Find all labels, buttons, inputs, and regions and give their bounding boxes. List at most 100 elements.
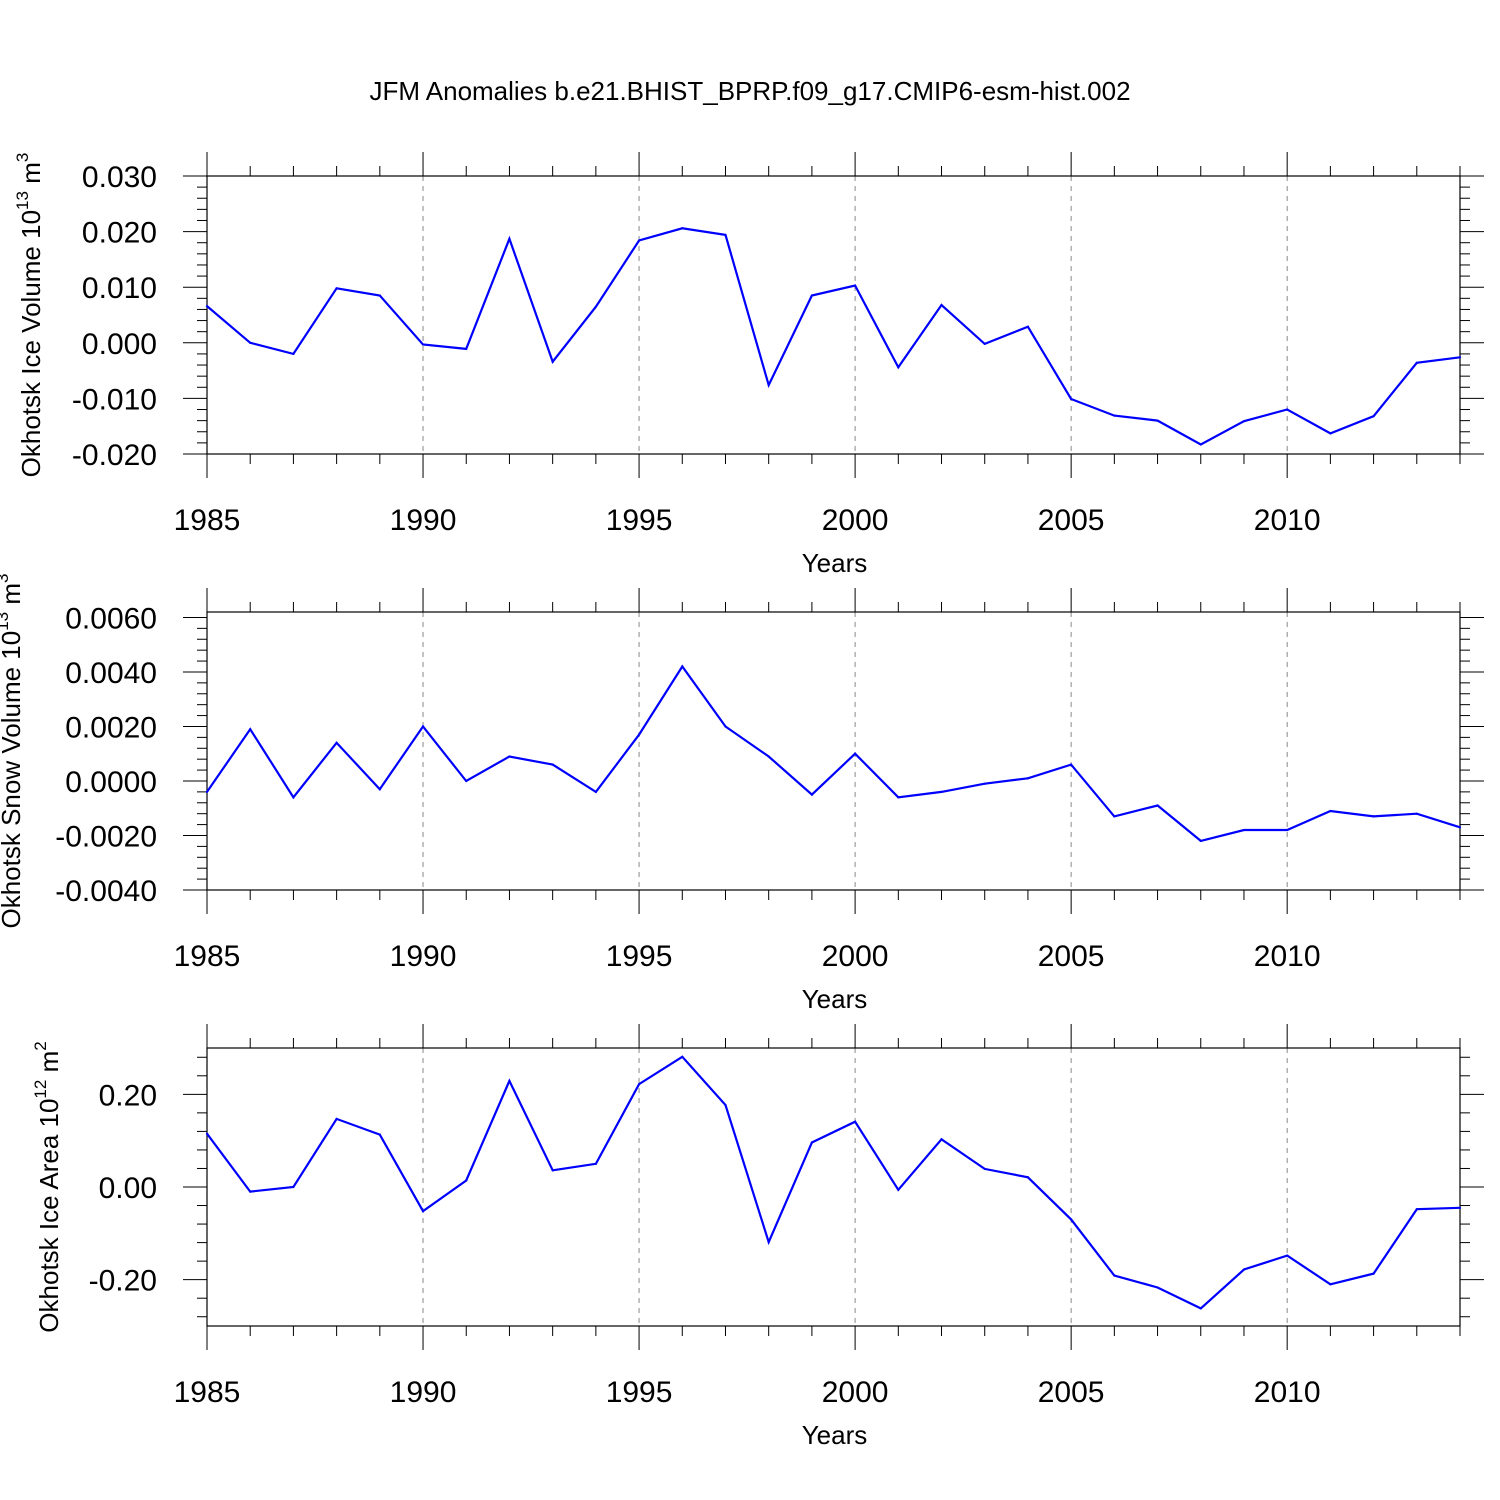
data-point-2002: [940, 303, 943, 307]
data-point-1987: [292, 796, 295, 799]
plot-frame: [206, 611, 1461, 891]
data-point-1995: [637, 1083, 641, 1086]
data-point-1992: [508, 237, 511, 240]
data-point-1990: [421, 725, 425, 728]
data-point-2009: [1242, 828, 1246, 832]
x-tick-label-2010: 2010: [1254, 940, 1321, 973]
data-point-1990: [421, 343, 425, 346]
data-point-2014: [1458, 826, 1462, 829]
data-point-2000: [854, 1120, 857, 1123]
data-point-2004: [1026, 325, 1030, 328]
x-axis-label: Years: [802, 548, 868, 578]
data-point-2013: [1415, 812, 1418, 815]
data-point-2005: [1070, 1218, 1073, 1221]
data-point-2003: [983, 1167, 986, 1171]
data-point-2000: [854, 752, 857, 755]
y-tick-label: -0.0040: [55, 875, 157, 908]
data-point-1999: [810, 793, 813, 796]
panel-2: 1985 1990 1995 2000 2005 2010 -0.0040 -0.0020 0.…: [0, 574, 1484, 1014]
y-axis-label-exponent: 12: [31, 1080, 50, 1099]
data-point-1994: [594, 790, 597, 793]
data-point-1988: [335, 287, 338, 290]
y-tick-label: -0.0020: [55, 820, 157, 853]
y-tick-label: 0.010: [82, 272, 157, 305]
data-point-1986: [249, 341, 252, 344]
x-tick-label-2005: 2005: [1038, 940, 1105, 973]
y-axis-label-unit: m: [0, 583, 26, 612]
data-point-1997: [724, 233, 727, 237]
data-point-1991: [465, 347, 468, 351]
data-point-1993: [551, 1169, 554, 1172]
x-tick-label-2010: 2010: [1254, 1376, 1321, 1409]
data-point-1986: [249, 1190, 252, 1193]
x-tick-label-1995: 1995: [606, 504, 673, 537]
y-axis-label-exponent: 13: [0, 612, 12, 631]
x-tick-label-1985: 1985: [174, 1376, 241, 1409]
data-point-1989: [378, 294, 381, 297]
y-axis-label: Okhotsk Ice Area 1012 m2: [31, 1041, 64, 1332]
data-point-2014: [1458, 1206, 1462, 1209]
data-point-2011: [1329, 432, 1332, 435]
data-point-1994: [594, 305, 597, 308]
data-point-2001: [897, 1188, 900, 1191]
x-tick-label-1990: 1990: [390, 504, 457, 537]
figure-title: JFM Anomalies b.e21.BHIST_BPRP.f09_g17.C…: [369, 76, 1130, 106]
data-point-1985: [205, 790, 209, 793]
data-point-1999: [810, 294, 813, 297]
y-axis-label-text: Okhotsk Ice Area 10: [34, 1099, 64, 1333]
data-point-1988: [335, 741, 338, 744]
series-line-snow_volume: [206, 664, 1461, 843]
data-point-1999: [810, 1141, 813, 1144]
data-point-2013: [1415, 1208, 1418, 1211]
data-point-2005: [1070, 763, 1073, 766]
y-tick-label: 0.020: [82, 217, 157, 250]
x-tick-label-1990: 1990: [390, 940, 457, 973]
y-tick-label: 0.0020: [65, 711, 157, 744]
data-point-1997: [724, 1103, 727, 1107]
x-tick-label-2005: 2005: [1038, 504, 1105, 537]
data-point-2000: [854, 284, 857, 287]
data-point-1993: [551, 763, 554, 766]
data-point-2013: [1415, 361, 1418, 364]
data-point-1996: [681, 1055, 684, 1058]
data-point-2011: [1329, 1283, 1332, 1286]
data-point-2001: [897, 796, 900, 799]
data-point-1985: [205, 1132, 209, 1135]
y-tick-label: 0.000: [82, 328, 157, 361]
data-point-2002: [940, 790, 943, 793]
data-point-2010: [1286, 408, 1289, 411]
plot-frame: [206, 175, 1461, 455]
data-point-1992: [508, 1079, 511, 1082]
y-axis-label: Okhotsk Snow Volume 1013 m3: [0, 574, 26, 929]
data-point-1994: [594, 1162, 597, 1165]
data-point-1990: [421, 1209, 425, 1213]
data-point-1991: [465, 779, 468, 783]
y-tick-label: -0.020: [72, 439, 157, 472]
data-point-1993: [551, 360, 554, 363]
data-point-1996: [681, 227, 684, 230]
x-tick-label-2005: 2005: [1038, 1376, 1105, 1409]
y-tick-label: -0.20: [89, 1265, 157, 1298]
y-tick-label: -0.010: [72, 383, 157, 416]
data-point-1987: [292, 1185, 295, 1189]
data-point-1997: [724, 725, 727, 728]
data-point-2011: [1329, 809, 1332, 813]
data-point-2012: [1372, 415, 1375, 418]
y-axis-label: Okhotsk Ice Volume 1013 m3: [13, 153, 46, 478]
y-axis-label-exponent: 13: [13, 191, 32, 210]
data-point-1985: [205, 305, 209, 308]
data-point-2014: [1458, 356, 1462, 359]
plot-frame: [206, 1047, 1461, 1327]
data-point-2007: [1156, 1286, 1159, 1289]
y-tick-label: 0.0000: [65, 766, 157, 799]
x-tick-label-2000: 2000: [822, 940, 889, 973]
y-axis-label-text: Okhotsk Ice Volume 10: [16, 210, 46, 477]
panel-1: 1985 1990 1995 2000 2005 2010 -0.020 -0.010 0.00…: [13, 152, 1484, 578]
y-axis-label-unit: m: [16, 162, 46, 191]
data-point-2009: [1242, 420, 1246, 423]
data-point-1991: [465, 1179, 468, 1182]
y-tick-label: 0.0060: [65, 602, 157, 635]
data-point-1986: [249, 728, 252, 731]
y-axis-label-unit-exponent: 3: [0, 574, 12, 583]
data-point-1998: [767, 383, 770, 387]
